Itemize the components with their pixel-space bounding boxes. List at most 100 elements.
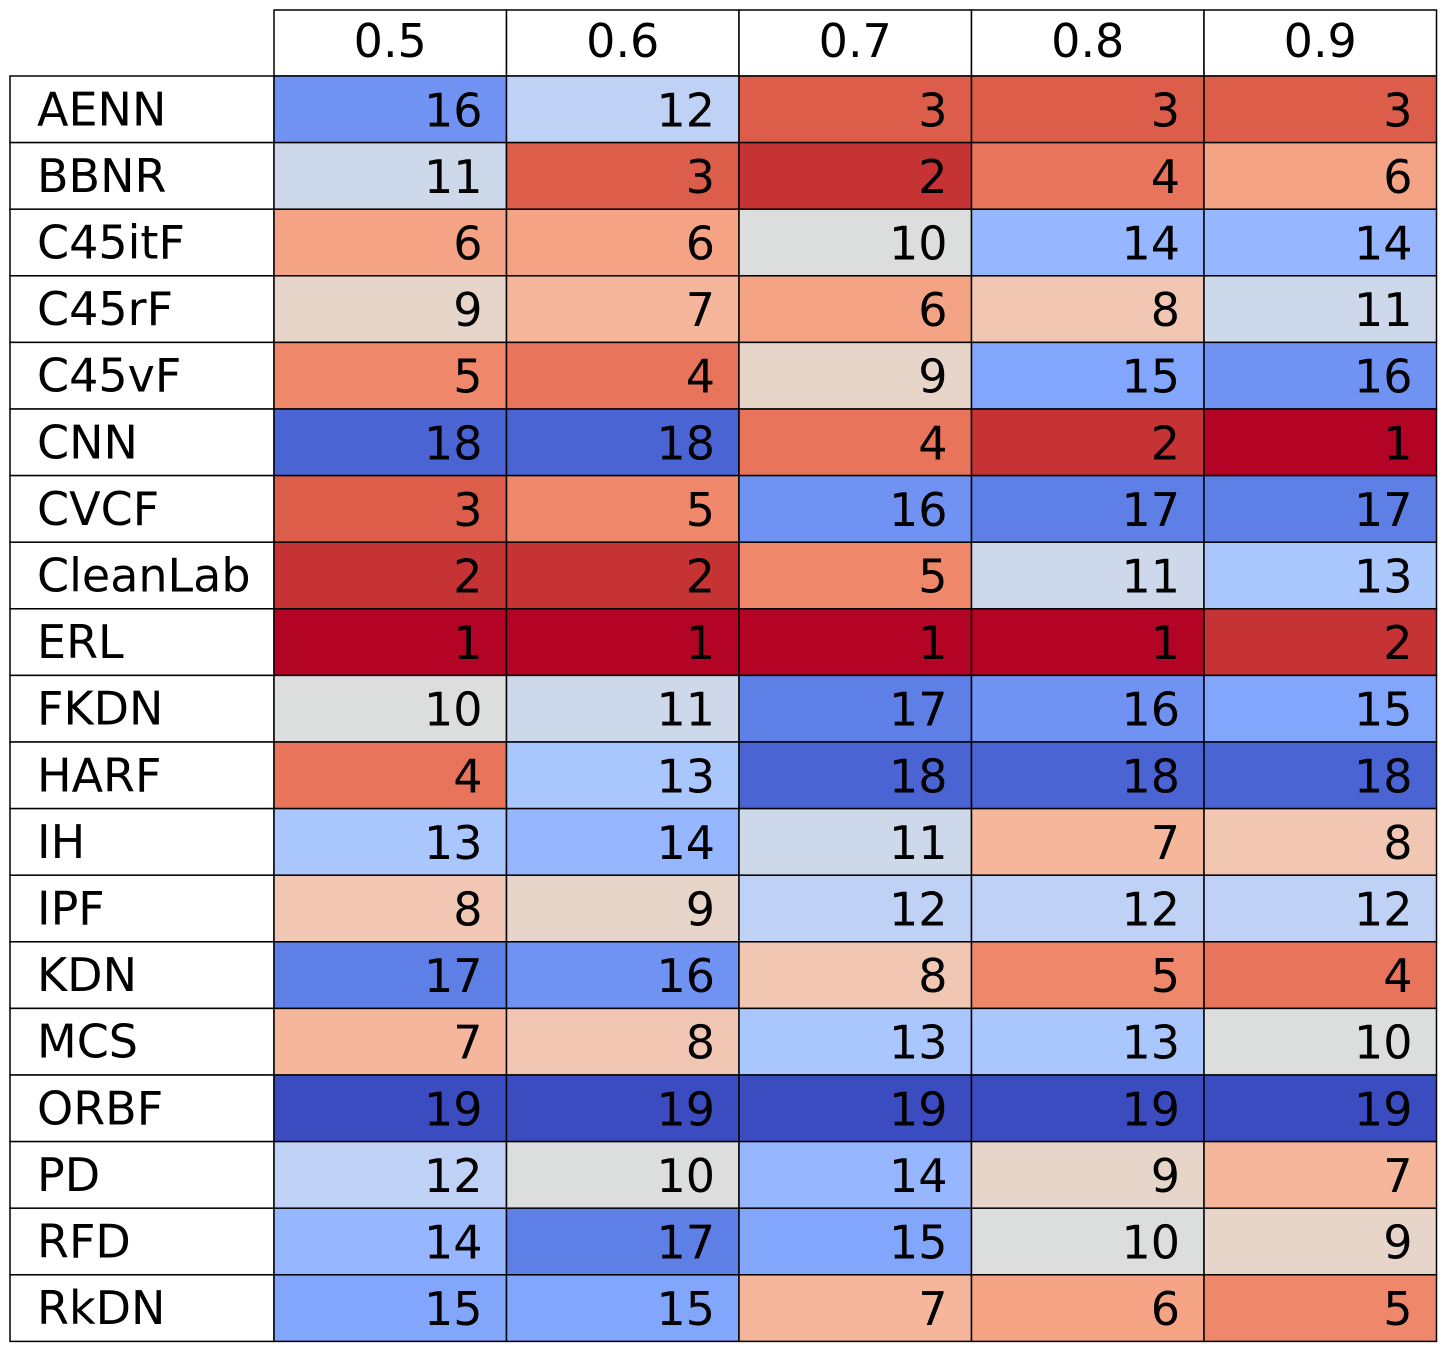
heatmap-cell	[505, 741, 740, 810]
cell-value: 19	[656, 1082, 715, 1136]
heatmap-cell	[738, 541, 973, 610]
heatmap-cell	[505, 1207, 740, 1276]
cell-value: 7	[1383, 1149, 1412, 1203]
heatmap-cell	[1203, 341, 1438, 410]
heatmap-cell	[505, 1007, 740, 1076]
cell-value: 11	[1121, 550, 1180, 604]
heatmap-cell	[273, 408, 508, 477]
row-label-cell	[9, 408, 275, 477]
heatmap-cell	[273, 874, 508, 943]
cell-value: 15	[1121, 350, 1180, 404]
column-header-label: 0.6	[586, 14, 659, 68]
cell-value: 2	[686, 550, 715, 604]
heatmap-cell	[970, 674, 1205, 743]
cell-value: 14	[1354, 217, 1413, 271]
cell-value: 9	[918, 350, 947, 404]
heatmap-cell	[505, 208, 740, 277]
row-label-cell	[9, 75, 275, 144]
cell-value: 12	[889, 883, 948, 937]
cell-value: 9	[686, 883, 715, 937]
cell-value: 18	[1354, 749, 1413, 803]
column-header-cell	[505, 9, 740, 77]
heatmap-cell	[273, 1140, 508, 1209]
column-header-cell	[738, 9, 973, 77]
cell-value: 7	[453, 1016, 482, 1070]
cell-value: 9	[1383, 1216, 1412, 1270]
cell-value: 2	[1383, 616, 1412, 670]
heatmap-cell	[1203, 275, 1438, 344]
heatmap-cell	[273, 1007, 508, 1076]
cell-value: 4	[1383, 949, 1412, 1003]
cell-value: 10	[1121, 1216, 1180, 1270]
heatmap-cell	[1203, 941, 1438, 1010]
cell-value: 6	[1151, 1282, 1180, 1336]
heatmap-cell	[970, 807, 1205, 876]
cell-value: 17	[889, 683, 948, 737]
heatmap-cell	[970, 474, 1205, 543]
cell-value: 11	[1354, 283, 1413, 337]
row-label-cell	[9, 874, 275, 943]
cell-value: 13	[1121, 1016, 1180, 1070]
cell-value: 5	[918, 550, 947, 604]
row-label: ORBF	[37, 1081, 163, 1135]
heatmap-cell	[273, 674, 508, 743]
heatmap-cell	[273, 941, 508, 1010]
heatmap-cell	[738, 1074, 973, 1143]
heatmap-cell	[505, 1140, 740, 1209]
heatmap-cell	[1203, 1207, 1438, 1276]
cell-value: 12	[424, 1149, 483, 1203]
heatmap-cell	[970, 874, 1205, 943]
cell-value: 17	[1121, 483, 1180, 537]
heatmap-cell	[505, 141, 740, 210]
cell-value: 16	[424, 83, 483, 137]
cell-value: 15	[889, 1216, 948, 1270]
cell-value: 11	[889, 816, 948, 870]
cell-value: 18	[1121, 749, 1180, 803]
cell-value: 11	[424, 150, 483, 204]
heatmap-cell	[273, 807, 508, 876]
heatmap-cell	[970, 1007, 1205, 1076]
cell-value: 13	[424, 816, 483, 870]
cell-value: 5	[453, 350, 482, 404]
heatmap-cell	[738, 1140, 973, 1209]
cell-value: 5	[686, 483, 715, 537]
row-label-cell	[9, 141, 275, 210]
cell-value: 9	[453, 283, 482, 337]
cell-value: 15	[1354, 683, 1413, 737]
cell-value: 18	[424, 416, 483, 470]
cell-value: 14	[424, 1216, 483, 1270]
cell-value: 16	[1121, 683, 1180, 737]
row-label: RkDN	[37, 1281, 165, 1335]
cell-value: 13	[1354, 550, 1413, 604]
heatmap-cell	[1203, 807, 1438, 876]
cell-value: 7	[1151, 816, 1180, 870]
cell-value: 8	[1151, 283, 1180, 337]
cell-value: 1	[1151, 616, 1180, 670]
cell-value: 12	[1354, 883, 1413, 937]
heatmap-cell	[273, 541, 508, 610]
cell-value: 3	[686, 150, 715, 204]
heatmap-cell	[273, 608, 508, 677]
row-label: MCS	[37, 1015, 138, 1069]
cell-value: 17	[656, 1216, 715, 1270]
row-label: RFD	[37, 1215, 131, 1269]
cell-value: 16	[1354, 350, 1413, 404]
cell-value: 10	[1354, 1016, 1413, 1070]
row-label-cell	[9, 741, 275, 810]
cell-value: 16	[889, 483, 948, 537]
cell-value: 4	[686, 350, 715, 404]
heatmap-cell	[505, 807, 740, 876]
cell-value: 6	[453, 217, 482, 271]
cell-value: 13	[889, 1016, 948, 1070]
heatmap-cell	[738, 208, 973, 277]
row-label: CNN	[37, 415, 138, 469]
heatmap-cell	[738, 275, 973, 344]
column-header-cell	[970, 9, 1205, 77]
heatmap-cell	[505, 608, 740, 677]
heatmap-cell	[1203, 141, 1438, 210]
cell-value: 8	[918, 949, 947, 1003]
cell-value: 16	[656, 949, 715, 1003]
heatmap-cell	[273, 208, 508, 277]
cell-value: 8	[1383, 816, 1412, 870]
